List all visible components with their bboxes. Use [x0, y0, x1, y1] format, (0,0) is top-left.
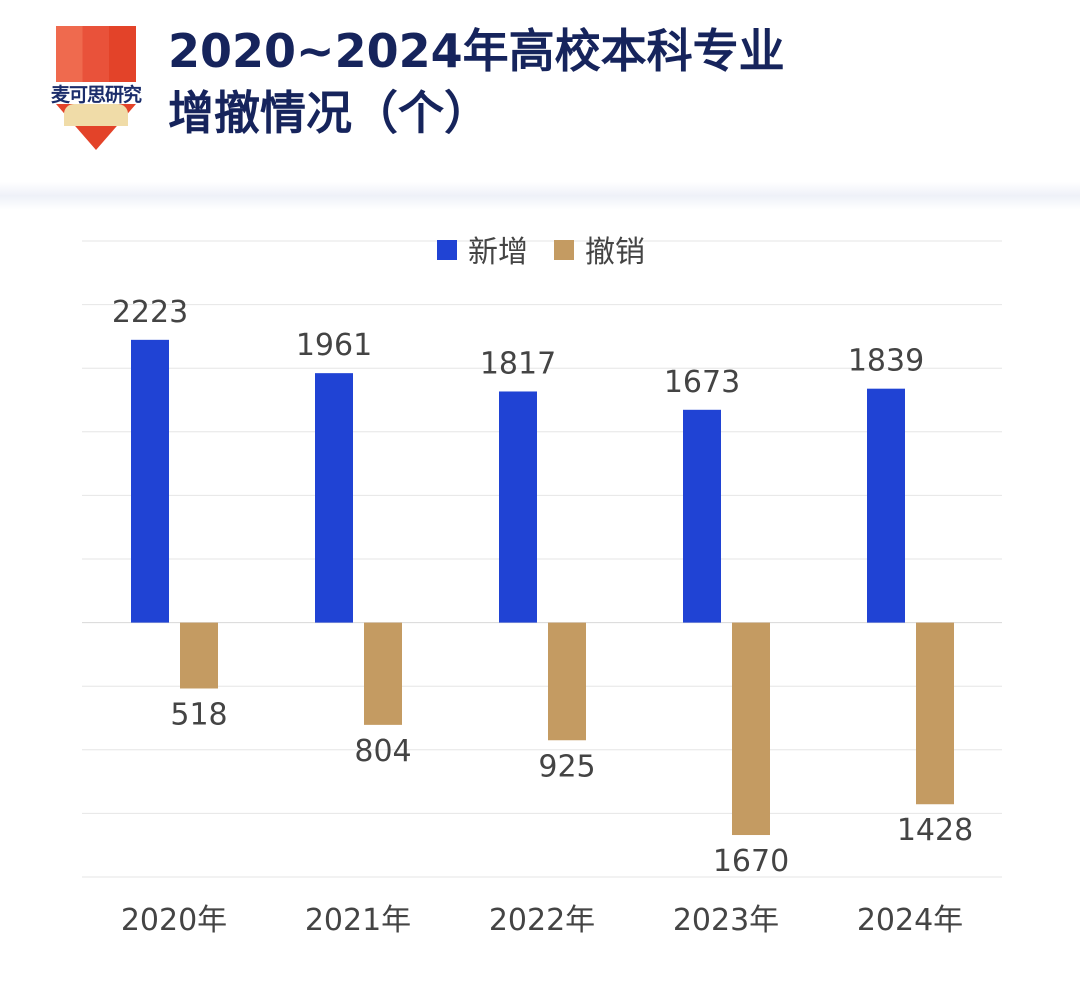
x-tick-label: 2023年	[673, 903, 779, 938]
legend-swatch-added	[437, 240, 457, 260]
data-label: 1961	[296, 328, 372, 363]
bar-removed	[732, 622, 770, 836]
legend-label: 新增	[468, 235, 528, 270]
bar-removed	[364, 622, 402, 725]
x-tick-label: 2020年	[121, 903, 227, 938]
bar-removed	[548, 622, 586, 741]
bar-added	[131, 339, 169, 623]
data-label: 1670	[713, 844, 789, 879]
data-label: 804	[354, 734, 411, 769]
data-label: 518	[170, 697, 227, 732]
logo-text: 麦可思研究	[50, 84, 142, 106]
x-tick-label: 2022年	[489, 903, 595, 938]
logo-pencil-wood	[64, 104, 128, 126]
bar-removed	[916, 622, 954, 805]
header-divider	[0, 182, 1080, 210]
legend-label: 撤销	[585, 235, 645, 270]
data-label: 1673	[664, 365, 740, 400]
data-label: 2223	[112, 295, 188, 330]
data-label: 1817	[480, 346, 556, 381]
bar-added	[683, 409, 721, 623]
bar-added	[315, 373, 353, 623]
data-label: 1839	[848, 344, 924, 379]
title-line-1: 2020~2024年高校本科专业	[168, 24, 785, 78]
data-label: 925	[538, 749, 595, 784]
x-tick-label: 2024年	[857, 903, 963, 938]
legend: 新增 撤销	[437, 235, 645, 270]
bar-added	[499, 391, 537, 623]
bar-removed	[180, 622, 218, 689]
bar-added	[867, 388, 905, 623]
x-tick-label: 2021年	[305, 903, 411, 938]
page-title: 2020~2024年高校本科专业 增撤情况（个）	[168, 20, 785, 144]
title-line-2: 增撤情况（个）	[168, 86, 490, 140]
data-label: 1428	[897, 813, 973, 848]
logo: 麦可思研究	[40, 26, 150, 152]
logo-pencil-body	[56, 26, 136, 82]
legend-swatch-removed	[554, 240, 574, 260]
